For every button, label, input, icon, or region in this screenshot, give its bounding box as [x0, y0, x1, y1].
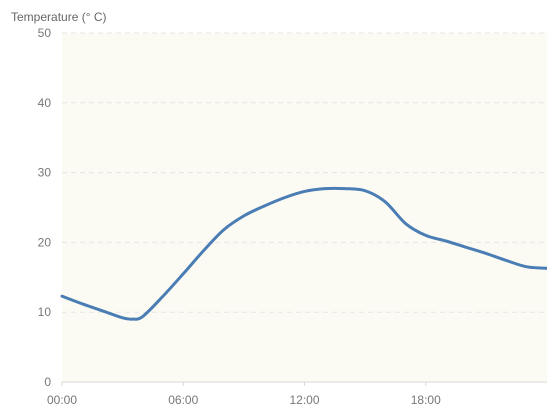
data-point-2300	[525, 265, 529, 269]
x-tick-label: 00:00	[47, 393, 77, 407]
y-tick-label: 10	[38, 305, 52, 319]
data-point-2000	[464, 245, 468, 249]
data-point-1600	[383, 200, 387, 204]
data-point-1000	[262, 204, 266, 208]
data-point-1500	[363, 189, 367, 193]
y-tick-label: 20	[38, 235, 52, 249]
y-tick-label: 40	[38, 96, 52, 110]
data-point-0600	[181, 272, 185, 276]
data-point-1300	[323, 187, 327, 191]
data-point-2100	[484, 252, 488, 256]
y-tick-label: 30	[38, 166, 52, 180]
data-point-0300	[121, 316, 125, 320]
y-axis-title: Temperature (° C)	[11, 10, 107, 24]
plot-area	[62, 33, 547, 382]
data-point-0700	[201, 249, 205, 253]
data-point-0100	[80, 302, 84, 306]
x-axis-ticks: 00:00 06:00 12:00 18:00	[47, 382, 441, 407]
data-point-0330	[131, 317, 135, 321]
series-layer	[60, 186, 547, 321]
data-point-1700	[404, 222, 408, 226]
data-point-1900	[444, 239, 448, 243]
temperature-series-line	[60, 186, 547, 321]
data-point-2200	[505, 259, 509, 263]
x-tick-label: 06:00	[168, 393, 198, 407]
data-point-1200	[303, 189, 307, 193]
y-tick-label: 50	[38, 26, 52, 40]
x-tick-label: 18:00	[411, 393, 441, 407]
data-point-0400	[141, 314, 145, 318]
data-point-1100	[282, 196, 286, 200]
data-point-0200	[100, 309, 104, 313]
data-point-1800	[424, 233, 428, 237]
data-point-1400	[343, 187, 347, 191]
y-axis-ticks: 0 10 20 30 40 50	[38, 26, 52, 389]
x-tick-label: 12:00	[289, 393, 319, 407]
data-point-0000	[60, 294, 64, 298]
data-point-0900	[242, 214, 246, 218]
data-point-0800	[222, 228, 226, 232]
y-tick-label: 0	[44, 375, 51, 389]
data-point-0500	[161, 294, 165, 298]
